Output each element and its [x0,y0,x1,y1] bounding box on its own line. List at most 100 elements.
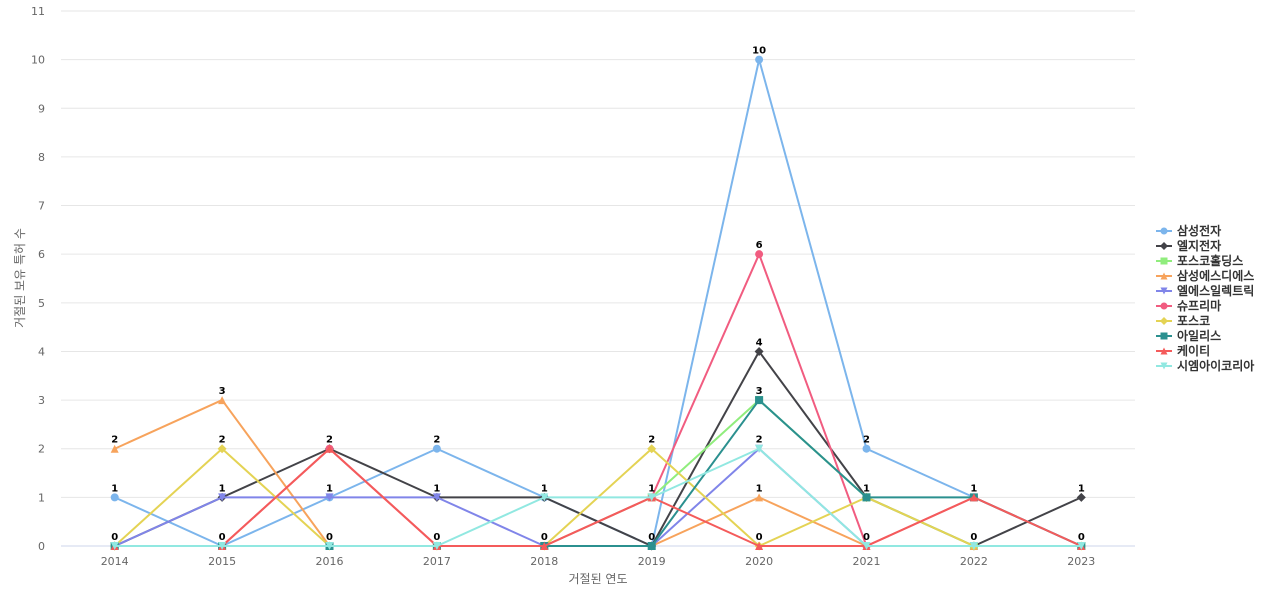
data-point [218,493,227,502]
data-point [647,493,656,502]
data-label: 1 [863,483,870,494]
series-10 [110,444,1086,550]
y-tick-label: 8 [38,151,45,164]
legend-label: 삼성에스디에스 [1177,268,1254,283]
x-tick-label: 2015 [208,555,236,568]
data-label: 2 [219,435,226,446]
legend-label: 케이티 [1177,343,1210,358]
x-tick-label: 2021 [853,555,881,568]
legend-marker [1160,332,1168,340]
x-tick-label: 2014 [101,555,129,568]
data-label: 0 [219,532,226,543]
y-tick-label: 5 [38,297,45,310]
legend-marker [1160,287,1168,295]
data-point [540,493,549,502]
data-point [969,493,978,502]
data-label: 2 [863,435,870,446]
y-tick-label: 3 [38,394,45,407]
data-label: 2 [756,435,763,446]
legend-item: 포스코홀딩스 [1156,253,1243,268]
data-label: 2 [648,435,655,446]
data-label: 1 [433,483,440,494]
data-point [755,542,764,550]
data-point [432,542,441,550]
data-label: 0 [326,532,333,543]
x-tick-label: 2018 [530,555,558,568]
data-point [755,55,764,64]
data-point [110,493,119,502]
series-line [114,399,1082,547]
data-label: 1 [648,483,655,494]
y-tick-label: 9 [38,102,45,115]
data-point [755,250,764,259]
data-point [755,493,764,502]
data-label: 1 [219,483,226,494]
legend-label: 슈프리마 [1177,298,1221,313]
y-tick-label: 1 [38,491,45,504]
x-tick-label: 2019 [638,555,666,568]
data-label: 0 [970,532,977,543]
data-label: 3 [756,386,763,397]
x-tick-label: 2020 [745,555,773,568]
y-tick-label: 0 [38,540,45,553]
legend-item: 포스코 [1156,314,1210,328]
legend: 삼성전자엘지전자포스코홀딩스삼성에스디에스엘에스일렉트릭슈프리마포스코아일리스케… [1156,223,1254,373]
legend-label: 포스코 [1177,314,1210,328]
data-point [432,444,441,453]
data-label: 1 [970,483,977,494]
legend-label: 엘에스일렉트릭 [1177,283,1254,298]
grid [61,10,1135,547]
data-point [755,444,764,453]
legend-marker [1160,272,1168,280]
legend-item: 삼성전자 [1156,223,1221,238]
data-point [1077,542,1086,550]
data-label: 0 [541,532,548,543]
x-axis-title: 거절된 연도 [568,572,627,586]
data-point [325,493,334,502]
legend-item: 엘에스일렉트릭 [1156,283,1254,298]
y-tick-label: 2 [38,443,45,456]
data-label: 10 [752,46,766,57]
data-label: 1 [326,483,333,494]
data-label: 4 [756,337,763,348]
legend-label: 포스코홀딩스 [1177,253,1243,268]
data-point [110,542,119,550]
data-label: 1 [756,483,763,494]
data-point [325,444,334,453]
data-point [218,396,227,405]
legend-marker [1160,317,1168,325]
y-axis-title: 거절된 보유 특허 수 [13,228,27,328]
series-line [114,447,1082,547]
data-label: 2 [326,435,333,446]
legend-label: 엘지전자 [1177,238,1221,253]
series-line [114,447,1082,547]
series-8 [110,396,1086,550]
legend-item: 아일리스 [1156,328,1221,343]
data-label: 1 [541,483,548,494]
x-tick-label: 2016 [316,555,344,568]
series-3 [110,396,1086,550]
x-tick-label: 2023 [1067,555,1095,568]
data-label: 6 [756,240,763,251]
data-label: 0 [433,532,440,543]
legend-marker [1160,302,1168,310]
legend-item: 엘지전자 [1156,238,1221,253]
data-label: 2 [111,435,118,446]
legend-marker [1160,242,1168,250]
data-point [647,444,657,454]
data-point [862,493,871,502]
series-line [114,399,1082,547]
y-tick-label: 7 [38,200,45,213]
data-point [1076,492,1086,502]
data-label: 0 [1078,532,1085,543]
legend-label: 삼성전자 [1177,223,1221,238]
data-point [432,493,441,502]
data-point [540,542,549,550]
legend-item: 슈프리마 [1156,298,1221,313]
data-label: 0 [756,532,763,543]
data-point [647,542,656,550]
data-point [862,542,871,550]
